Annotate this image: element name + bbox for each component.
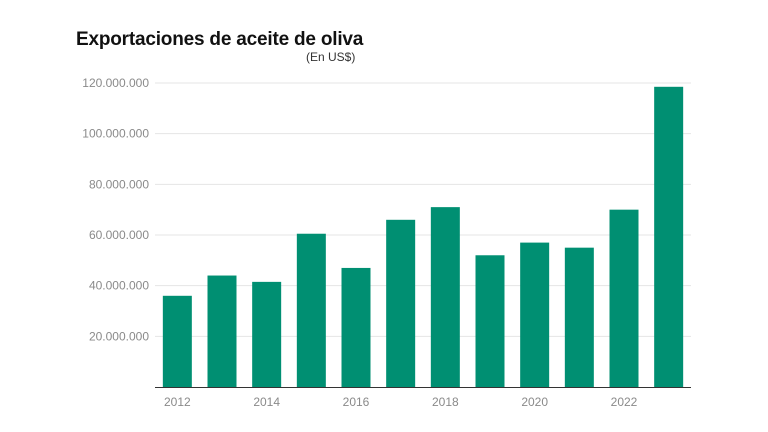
bar-2014 [252, 281, 282, 387]
bar-2017 [386, 219, 416, 387]
x-tick-label: 2014 [253, 395, 280, 409]
chart-title: Exportaciones de aceite de oliva [76, 29, 364, 50]
chart-subtitle: (En US$) [306, 50, 356, 64]
bar-2013 [207, 275, 237, 387]
x-tick-label: 2016 [343, 395, 370, 409]
bar-2018 [430, 207, 460, 387]
x-tick-label: 2022 [611, 395, 638, 409]
y-tick-label: 20.000.000 [89, 329, 149, 343]
x-tick-label: 2012 [164, 395, 191, 409]
y-tick-label: 80.000.000 [89, 177, 149, 191]
bar-2015 [296, 233, 326, 387]
bar-2016 [341, 267, 371, 387]
bar-2021 [564, 247, 594, 387]
bar-2023 [654, 86, 684, 388]
bar-2022 [609, 209, 639, 387]
y-tick-label: 60.000.000 [89, 228, 149, 242]
bar-2019 [475, 255, 505, 387]
y-tick-label: 40.000.000 [89, 279, 149, 293]
bar-2020 [520, 242, 550, 387]
y-tick-label: 120.000.000 [82, 76, 149, 90]
y-tick-label: 100.000.000 [82, 127, 149, 141]
x-tick-label: 2020 [521, 395, 548, 409]
x-tick-label: 2018 [432, 395, 459, 409]
bar-2012 [162, 295, 192, 387]
